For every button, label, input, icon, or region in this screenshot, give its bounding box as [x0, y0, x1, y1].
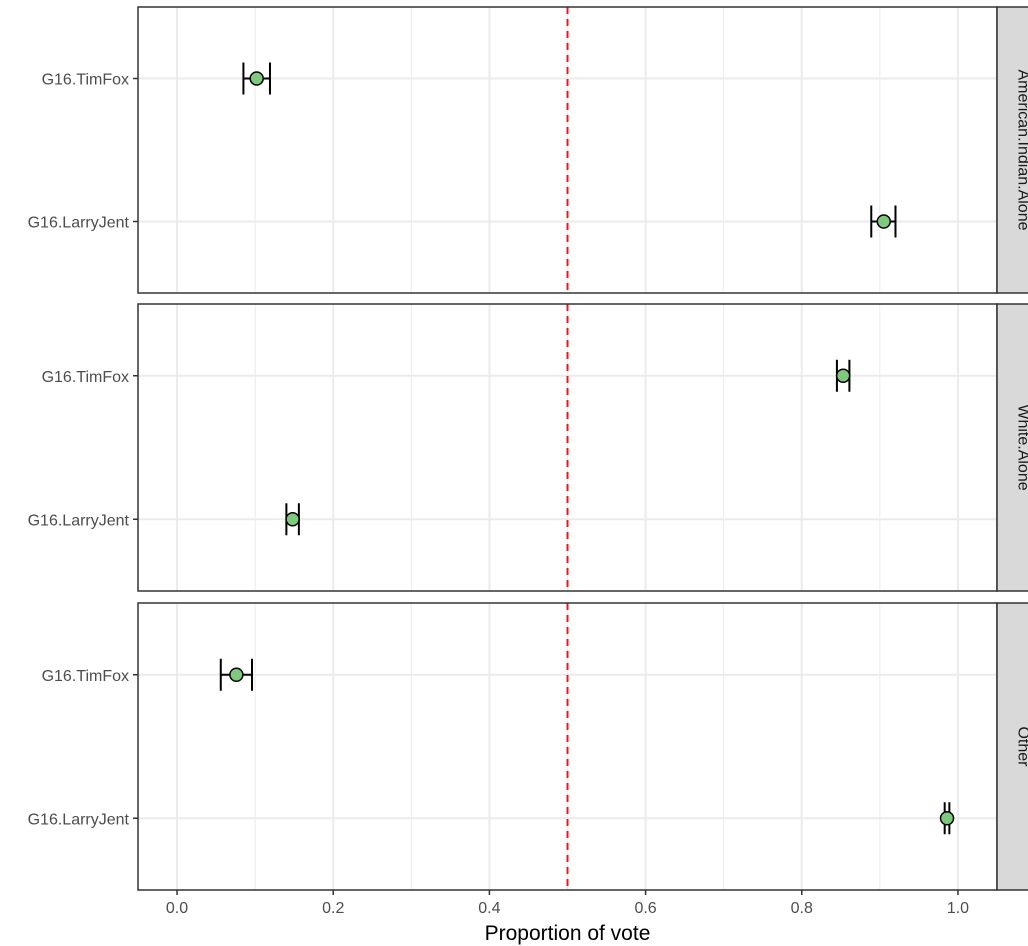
- x-axis: 0.0 0.2 0.4 0.6 0.8 1.0: [166, 890, 969, 917]
- facet-panel-2: G16.TimFox G16.LarryJent Other: [28, 602, 1028, 891]
- x-tick-label: 1.0: [947, 900, 969, 917]
- facet-strip-label: Other: [1015, 726, 1028, 767]
- facet-panels: G16.TimFox G16.LarryJent American.Indian.A…: [28, 6, 1028, 891]
- x-axis-title: Proportion of vote: [485, 922, 651, 945]
- x-tick-label: 0.2: [322, 900, 344, 917]
- facet-panel-1: G16.TimFox G16.LarryJent White.Alone: [28, 303, 1028, 592]
- y-tick-label: G16.TimFox: [42, 369, 129, 386]
- x-tick-label: 0.8: [791, 900, 813, 917]
- y-tick-label: G16.LarryJent: [28, 512, 130, 529]
- y-tick-label: G16.LarryJent: [28, 215, 130, 232]
- data-point: [835, 368, 851, 383]
- data-point: [285, 512, 300, 527]
- data-point: [939, 811, 955, 826]
- facet-strip: [996, 602, 1028, 891]
- data-point: [249, 71, 264, 86]
- facet-strip: [996, 6, 1028, 294]
- data-point: [876, 214, 892, 229]
- y-tick-label: G16.TimFox: [42, 72, 129, 89]
- y-tick-label: G16.LarryJent: [28, 811, 130, 828]
- facet-strip: [996, 303, 1028, 592]
- facet-panel-0: G16.TimFox G16.LarryJent American.Indian.A…: [28, 6, 1028, 294]
- facet-strip-label: White.Alone: [1015, 404, 1028, 490]
- facet-strip-label: American.Indian.Alone: [1015, 70, 1028, 231]
- data-point: [229, 667, 244, 682]
- x-tick-label: 0.0: [166, 900, 188, 917]
- y-tick-label: G16.TimFox: [42, 668, 129, 685]
- x-tick-label: 0.4: [478, 900, 500, 917]
- x-tick-label: 0.6: [634, 900, 656, 917]
